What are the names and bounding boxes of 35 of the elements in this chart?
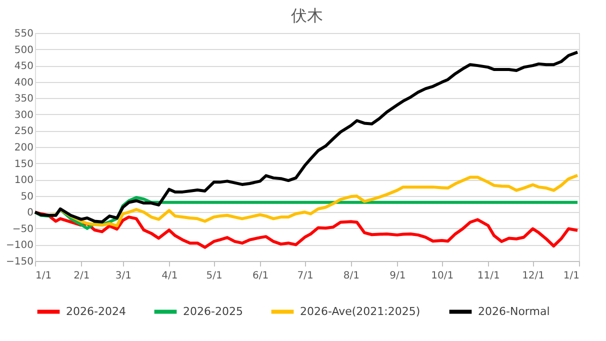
y-tick-label: 200 xyxy=(14,142,34,154)
legend-label: 2026-2025 xyxy=(183,304,243,318)
y-tick-label: −100 xyxy=(6,240,34,252)
y-tick-label: 300 xyxy=(14,110,34,121)
x-tick-label: 1/1 xyxy=(563,270,580,282)
legend-label: 2026-Ave(2021:2025) xyxy=(300,304,420,318)
x-tick-label: 10/1 xyxy=(431,270,454,282)
y-tick-label: 100 xyxy=(14,175,34,186)
x-tick-label: 5/1 xyxy=(206,270,222,282)
y-tick-label: −50 xyxy=(12,224,34,235)
x-tick-label: 3/1 xyxy=(115,270,132,282)
y-tick-label: −150 xyxy=(6,256,34,268)
y-tick-label: 250 xyxy=(14,126,34,138)
y-tick-label: 0 xyxy=(27,208,34,219)
legend-label: 2026-2024 xyxy=(66,304,126,318)
x-tick-label: 4/1 xyxy=(162,270,178,282)
x-tick-label: 11/1 xyxy=(477,270,500,282)
legend-label: 2026-Normal xyxy=(478,304,550,318)
x-tick-label: 12/1 xyxy=(522,270,545,282)
x-tick-label: 7/1 xyxy=(297,270,314,282)
y-tick-label: 50 xyxy=(20,191,34,202)
y-tick-label: 450 xyxy=(14,61,34,72)
x-tick-label: 2/1 xyxy=(74,270,90,282)
y-tick-label: 150 xyxy=(14,158,34,170)
y-tick-label: 400 xyxy=(14,77,34,88)
line-series xyxy=(34,50,580,224)
y-tick-label: 350 xyxy=(14,94,34,105)
x-tick-label: 9/1 xyxy=(390,270,406,282)
y-tick-label: 550 xyxy=(14,28,34,40)
line-series xyxy=(34,210,580,249)
chart-title: 伏木 xyxy=(291,6,323,25)
y-tick-label: 500 xyxy=(14,44,34,56)
x-tick-label: 1/1 xyxy=(36,270,52,282)
x-tick-label: 6/1 xyxy=(252,270,269,282)
x-tick-label: 8/1 xyxy=(343,270,360,282)
